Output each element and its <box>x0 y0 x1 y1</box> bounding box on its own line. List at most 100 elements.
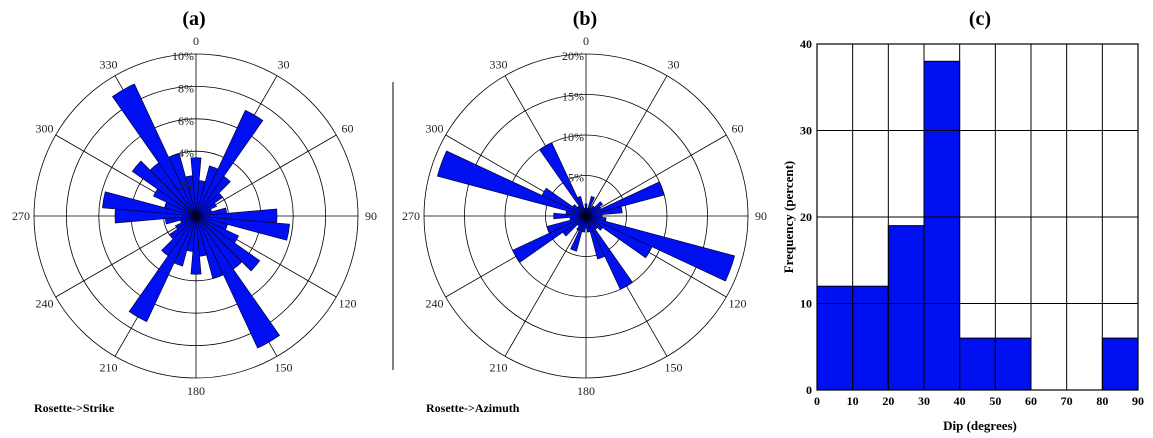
rose-bar <box>541 187 587 217</box>
radial-label: 15% <box>562 90 584 104</box>
x-tick-label: 10 <box>847 394 859 408</box>
histogram-bar <box>923 60 961 391</box>
angle-label: 0 <box>583 34 589 48</box>
y-tick-label: 30 <box>800 124 812 138</box>
rose-bars-b <box>436 142 736 290</box>
angle-label: 120 <box>339 297 357 311</box>
histogram-bar <box>816 285 854 391</box>
radial-label: 6% <box>178 114 194 128</box>
angle-label: 120 <box>729 297 747 311</box>
rose-bar <box>111 83 197 217</box>
radial-label: 10% <box>172 49 194 63</box>
rose-bar <box>195 202 217 217</box>
angle-label: 270 <box>402 209 420 223</box>
x-tick-label: 60 <box>1025 394 1037 408</box>
radial-label: 4% <box>178 146 194 160</box>
x-tick-label: 20 <box>882 394 894 408</box>
angle-label: 30 <box>668 57 680 71</box>
rose-bar <box>584 203 588 217</box>
angle-label: 300 <box>35 122 53 136</box>
angle-label: 210 <box>490 361 508 375</box>
angle-label: 210 <box>100 361 118 375</box>
rose-bar <box>195 215 224 279</box>
radial-labels-b: 5% 10% 15% 20% <box>562 49 584 185</box>
histogram-bar <box>959 337 996 391</box>
angle-label: 90 <box>755 209 767 223</box>
rose-chart-azimuth: (b) 0 30 60 90 120 150 180 210 240 270 300 330 5% 10… <box>402 8 767 415</box>
plot-frame <box>816 43 1139 391</box>
rose-bar <box>169 215 197 240</box>
angle-labels-a: 0 30 60 90 120 150 180 210 240 270 300 330 <box>12 34 377 398</box>
x-tick-label: 50 <box>989 394 1001 408</box>
angle-label: 60 <box>732 122 744 136</box>
x-tick-label: 0 <box>814 394 820 408</box>
x-tick-label: 40 <box>954 394 966 408</box>
angle-label: 270 <box>12 209 30 223</box>
caption-b: Rosette->Azimuth <box>426 401 520 415</box>
angle-label: 90 <box>365 209 377 223</box>
grid-spoke <box>55 215 197 298</box>
histogram-bar <box>1101 337 1139 391</box>
radial-label: 5% <box>568 171 584 185</box>
x-tick-label: 70 <box>1061 394 1073 408</box>
rose-bar <box>195 215 261 272</box>
rose-bar <box>546 215 587 234</box>
rose-bar <box>195 215 281 349</box>
radial-label: 20% <box>562 49 584 63</box>
rose-bar <box>577 196 587 217</box>
rose-chart-strike: (a) 0 30 60 90 120 150 180 210 240 270 300 330 2% 4%… <box>12 8 377 415</box>
rose-bar <box>585 215 653 259</box>
angle-label: 330 <box>490 57 508 71</box>
angle-label: 300 <box>425 122 443 136</box>
rose-bar <box>585 201 604 217</box>
angle-labels-b: 0 30 60 90 120 150 180 210 240 270 300 330 <box>402 34 767 398</box>
angle-label: 240 <box>425 297 443 311</box>
grid-spoke <box>585 75 668 217</box>
grid-spoke <box>195 134 337 217</box>
angle-label: 180 <box>577 384 595 398</box>
rose-bar <box>185 175 197 217</box>
rose-bar <box>585 215 606 260</box>
y-tick-label: 0 <box>806 383 812 397</box>
x-tick-label: 30 <box>918 394 930 408</box>
histogram-bars <box>816 60 1139 391</box>
rose-bar <box>585 215 604 231</box>
grid-spoke <box>585 134 727 217</box>
rose-bar <box>195 109 264 217</box>
radial-labels-a: 2% 4% 6% 8% 10% <box>172 49 194 193</box>
y-tick-label: 10 <box>800 297 812 311</box>
x-tick-label: 80 <box>1096 394 1108 408</box>
rose-bar <box>553 212 587 220</box>
x-axis-label: Dip (degrees) <box>943 418 1017 433</box>
grid-spoke <box>504 215 587 357</box>
rose-bar <box>190 215 202 275</box>
rose-bar <box>585 181 665 217</box>
panel-label-b: (b) <box>573 8 597 30</box>
rose-bar <box>539 142 587 217</box>
rose-bar <box>131 160 197 217</box>
rose-bar <box>585 215 633 290</box>
angle-label: 30 <box>278 57 290 71</box>
rose-bar <box>572 204 587 217</box>
histogram-bar <box>887 225 925 391</box>
y-axis-label: Frequency (percent) <box>781 161 796 274</box>
histogram-axes: 0 10 20 30 40 50 60 70 80 90 0 10 20 30 40 <box>800 37 1144 408</box>
rose-bar <box>161 215 197 257</box>
panel-label-a: (a) <box>182 8 205 30</box>
histogram-bar <box>852 285 889 391</box>
radial-label: 10% <box>562 130 584 144</box>
y-tick-label: 40 <box>800 37 812 51</box>
histogram-bar <box>994 337 1032 391</box>
radial-label: 8% <box>178 81 194 95</box>
angle-label: 150 <box>665 361 683 375</box>
x-tick-label: 90 <box>1132 394 1144 408</box>
angle-label: 240 <box>35 297 53 311</box>
caption-a: Rosette->Strike <box>34 401 115 415</box>
dip-histogram: (c) 0 10 20 30 40 50 60 70 80 90 0 10 20 30 40 Dip (de… <box>781 8 1144 433</box>
rose-bar <box>128 215 197 323</box>
angle-label: 60 <box>342 122 354 136</box>
radial-label: 2% <box>178 179 194 193</box>
rose-bar <box>585 215 591 233</box>
rose-bar <box>195 175 231 217</box>
